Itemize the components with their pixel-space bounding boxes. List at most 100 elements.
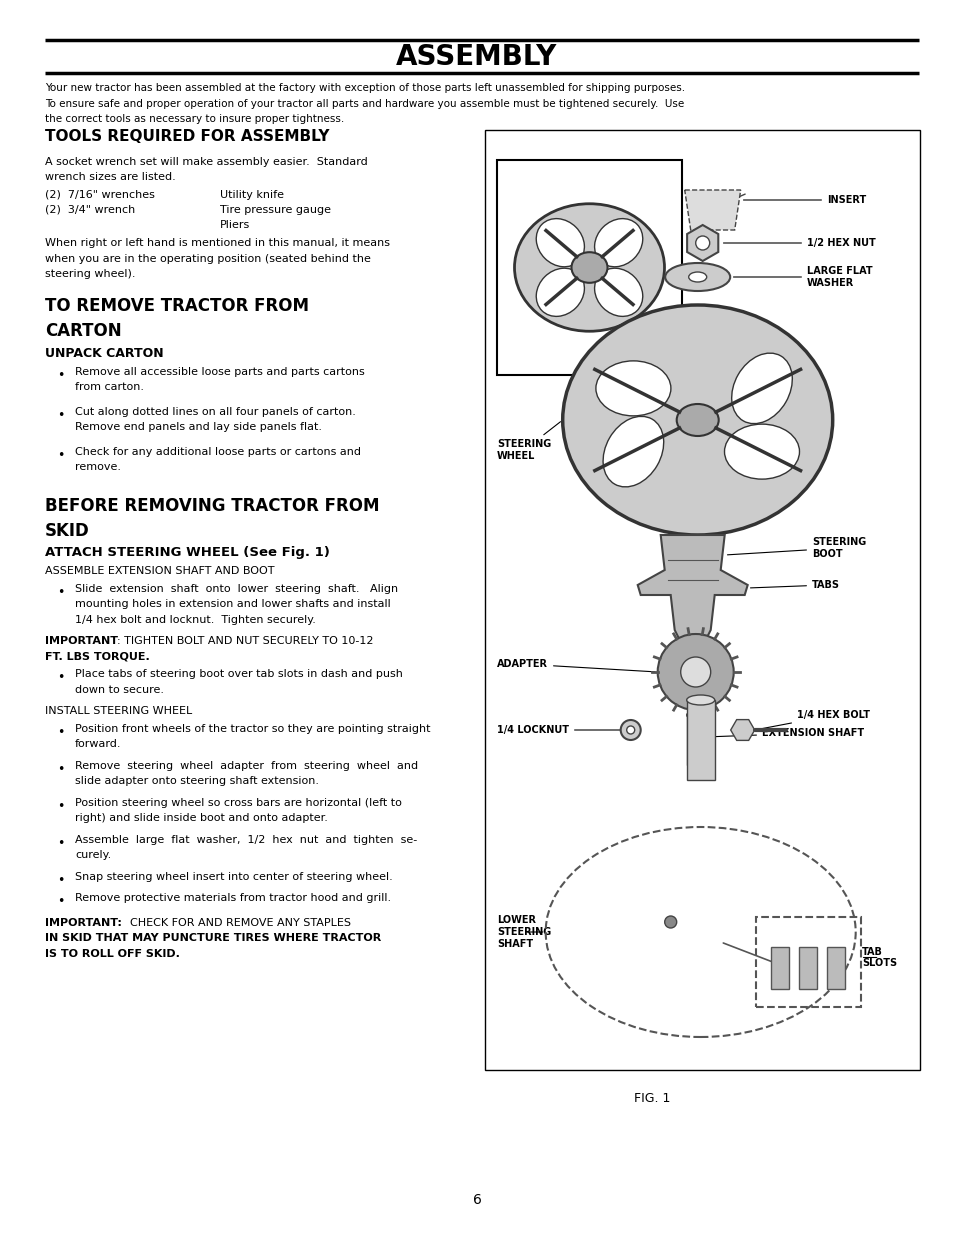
Bar [686,700,714,781]
Text: BEFORE REMOVING TRACTOR FROM: BEFORE REMOVING TRACTOR FROM [45,496,379,515]
Text: Slide  extension  shaft  onto  lower  steering  shaft.   Align: Slide extension shaft onto lower steerin… [75,584,397,594]
Text: To ensure safe and proper operation of your tractor all parts and hardware you a: To ensure safe and proper operation of y… [45,99,683,109]
Polygon shape [684,190,740,230]
Ellipse shape [688,272,706,282]
Text: IMPORTANT:: IMPORTANT: [45,918,122,927]
Text: •: • [57,726,64,739]
Text: •: • [57,874,64,887]
Text: (2)  3/4" wrench: (2) 3/4" wrench [45,205,135,215]
Circle shape [695,236,709,249]
Text: when you are in the operating position (seated behind the: when you are in the operating position (… [45,254,371,264]
Ellipse shape [594,219,642,267]
Text: IMPORTANT: IMPORTANT [45,636,118,646]
Text: TOOLS REQUIRED FOR ASSEMBLY: TOOLS REQUIRED FOR ASSEMBLY [45,128,329,144]
Text: curely.: curely. [75,851,112,861]
Text: •: • [57,672,64,684]
Text: TAB
SLOTS: TAB SLOTS [862,947,896,968]
Text: slide adapter onto steering shaft extension.: slide adapter onto steering shaft extens… [75,777,318,787]
Text: ATTACH STEERING WHEEL (See Fig. 1): ATTACH STEERING WHEEL (See Fig. 1) [45,547,330,559]
Ellipse shape [596,361,670,416]
Text: •: • [57,450,64,462]
Ellipse shape [602,416,663,487]
Text: CARTON: CARTON [45,322,121,341]
Text: UNPACK CARTON: UNPACK CARTON [45,347,164,359]
Text: A socket wrench set will make assembly easier.  Standard: A socket wrench set will make assembly e… [45,157,367,167]
Circle shape [626,726,634,734]
Ellipse shape [562,305,832,535]
Ellipse shape [514,204,664,331]
Text: right) and slide inside boot and onto adapter.: right) and slide inside boot and onto ad… [75,814,328,824]
Text: the correct tools as necessary to insure proper tightness.: the correct tools as necessary to insure… [45,114,344,124]
Circle shape [680,657,710,687]
Text: When right or left hand is mentioned in this manual, it means: When right or left hand is mentioned in … [45,238,390,248]
Ellipse shape [676,404,718,436]
Text: 1/4 LOCKNUT: 1/4 LOCKNUT [497,725,638,735]
Ellipse shape [731,353,792,424]
Bar [686,715,704,764]
Ellipse shape [686,711,704,719]
Text: CHECK FOR AND REMOVE ANY STAPLES: CHECK FOR AND REMOVE ANY STAPLES [123,918,351,927]
Text: •: • [57,895,64,909]
Ellipse shape [594,268,642,316]
Bar [497,161,681,375]
Bar [484,130,919,1070]
Text: IS TO ROLL OFF SKID.: IS TO ROLL OFF SKID. [45,948,180,960]
Text: 1/4 hex bolt and locknut.  Tighten securely.: 1/4 hex bolt and locknut. Tighten secure… [75,615,315,625]
Ellipse shape [571,252,607,283]
Text: STEERING
WHEEL: STEERING WHEEL [497,421,560,461]
Text: (2)  7/16" wrenches: (2) 7/16" wrenches [45,189,154,200]
Text: forward.: forward. [75,740,121,750]
Text: 1/4 HEX BOLT: 1/4 HEX BOLT [757,710,869,730]
Text: LARGE FLAT
WASHER: LARGE FLAT WASHER [733,267,872,288]
Text: wrench sizes are listed.: wrench sizes are listed. [45,173,175,183]
Ellipse shape [664,263,729,291]
Text: SKID: SKID [45,522,90,541]
Text: Remove protective materials from tractor hood and grill.: Remove protective materials from tractor… [75,893,391,904]
Text: ADAPTER: ADAPTER [497,659,655,672]
Text: EXTENSION SHAFT: EXTENSION SHAFT [707,727,863,739]
Text: Remove all accessible loose parts and parts cartons: Remove all accessible loose parts and pa… [75,367,364,377]
Text: •: • [57,800,64,813]
Text: Your new tractor has been assembled at the factory with exception of those parts: Your new tractor has been assembled at t… [45,83,684,93]
Text: Position steering wheel so cross bars are horizontal (left to: Position steering wheel so cross bars ar… [75,798,401,808]
Text: INSTALL STEERING WHEEL: INSTALL STEERING WHEEL [45,706,193,716]
Text: Remove end panels and lay side panels flat.: Remove end panels and lay side panels fl… [75,422,322,432]
Bar [770,947,788,989]
Text: Tire pressure gauge: Tire pressure gauge [220,205,331,215]
Bar [755,918,860,1007]
Text: : TIGHTEN BOLT AND NUT SECURELY TO 10-12: : TIGHTEN BOLT AND NUT SECURELY TO 10-12 [117,636,374,646]
Polygon shape [637,535,747,650]
Text: •: • [57,369,64,382]
Ellipse shape [536,219,584,267]
Circle shape [620,720,640,740]
Text: ASSEMBLY: ASSEMBLY [395,42,558,70]
Text: Utility knife: Utility knife [220,189,284,200]
Ellipse shape [723,424,799,479]
Text: 6: 6 [472,1193,481,1207]
Text: Position front wheels of the tractor so they are pointing straight: Position front wheels of the tractor so … [75,724,430,734]
Bar [826,947,843,989]
Ellipse shape [686,695,714,705]
Text: steering wheel).: steering wheel). [45,269,135,279]
Text: •: • [57,763,64,776]
Text: •: • [57,585,64,599]
Bar [798,947,816,989]
Text: TO REMOVE TRACTOR FROM: TO REMOVE TRACTOR FROM [45,296,309,315]
Text: down to secure.: down to secure. [75,685,164,695]
Text: Place tabs of steering boot over tab slots in dash and push: Place tabs of steering boot over tab slo… [75,669,402,679]
Circle shape [664,916,676,927]
Text: 1/2 HEX NUT: 1/2 HEX NUT [722,238,875,248]
Text: •: • [57,409,64,422]
Text: LOWER
STEERING
SHAFT: LOWER STEERING SHAFT [497,915,551,948]
Text: FIG. 1: FIG. 1 [634,1092,670,1105]
Circle shape [657,634,733,710]
Text: Check for any additional loose parts or cartons and: Check for any additional loose parts or … [75,447,360,457]
Text: Snap steering wheel insert into center of steering wheel.: Snap steering wheel insert into center o… [75,872,393,882]
Text: STEERING
BOOT: STEERING BOOT [727,537,865,558]
Text: •: • [57,837,64,850]
Text: Pliers: Pliers [220,221,250,231]
Text: Assemble  large  flat  washer,  1/2  hex  nut  and  tighten  se-: Assemble large flat washer, 1/2 hex nut … [75,835,416,845]
Text: remove.: remove. [75,462,121,473]
Text: FT. LBS TORQUE.: FT. LBS TORQUE. [45,652,150,662]
Text: Cut along dotted lines on all four panels of carton.: Cut along dotted lines on all four panel… [75,408,355,417]
